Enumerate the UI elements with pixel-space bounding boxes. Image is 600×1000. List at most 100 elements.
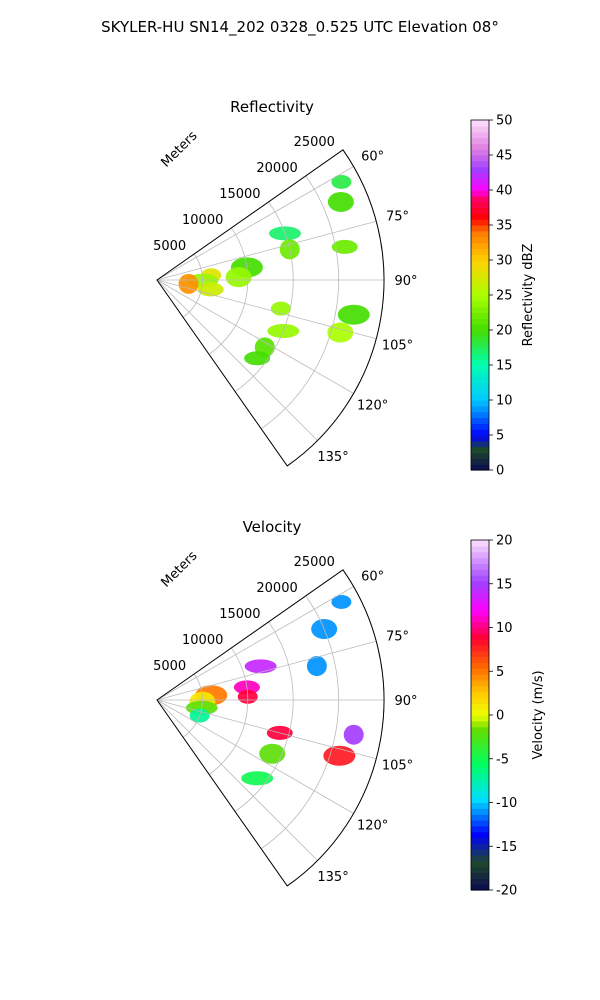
echo-cell <box>331 239 358 254</box>
colorbar-segment <box>471 750 489 757</box>
colorbar-segment <box>471 417 489 424</box>
reflectivity-colorbar-label: Reflectivity dBZ <box>521 244 536 347</box>
colorbar-segment <box>471 551 489 559</box>
range-tick-label: 15000 <box>219 187 260 202</box>
colorbar-segment <box>471 131 489 139</box>
range-tick-label: 10000 <box>182 633 223 648</box>
azimuth-spoke <box>156 586 354 701</box>
colorbar-segment <box>471 790 489 798</box>
colorbar-tick-label: 15 <box>496 577 513 592</box>
echo-cell <box>241 771 274 786</box>
colorbar-segment <box>471 143 489 150</box>
colorbar-tick-label: 20 <box>496 324 513 339</box>
colorbar-segment <box>471 860 489 868</box>
colorbar-segment <box>471 405 489 413</box>
colorbar-segment <box>471 236 489 244</box>
colorbar-segment <box>471 242 489 249</box>
colorbar-segment <box>471 779 489 786</box>
colorbar-segment <box>471 604 489 611</box>
colorbar-tick-label: 10 <box>496 621 513 636</box>
colorbar-segment <box>471 260 489 267</box>
reflectivity-title: Reflectivity <box>230 98 314 116</box>
range-ring <box>260 175 339 430</box>
colorbar-segment <box>471 248 489 255</box>
colorbar-segment <box>471 814 489 821</box>
colorbar-segment <box>471 645 489 652</box>
colorbar-segment <box>471 166 489 174</box>
colorbar-segment <box>471 662 489 669</box>
colorbar-segment <box>471 172 489 179</box>
colorbar-segment <box>471 149 489 156</box>
echo-cell <box>331 174 352 189</box>
azimuth-tick-label: 135° <box>317 450 348 465</box>
reflectivity-panel: Reflectivity 5000 10000 15000 20000 25000 60… <box>153 98 536 479</box>
velocity-colorbar-label: Velocity (m/s) <box>531 670 546 759</box>
colorbar-segment <box>471 773 489 780</box>
colorbar-tick-label: -15 <box>496 840 517 855</box>
colorbar-tick-label: 40 <box>496 184 513 199</box>
colorbar-segment <box>471 884 489 891</box>
colorbar-segment <box>471 580 489 588</box>
echo-cell <box>225 267 252 288</box>
velocity-echoes <box>185 594 364 786</box>
azimuth-tick-label: 120° <box>357 819 388 834</box>
colorbar-tick-label: 15 <box>496 359 513 374</box>
velocity-range-label: Meters <box>159 548 201 590</box>
colorbar-segment <box>471 341 489 349</box>
colorbar-segment <box>471 855 489 862</box>
colorbar-segment <box>471 802 489 809</box>
colorbar-segment <box>471 825 489 833</box>
colorbar-segment <box>471 423 489 430</box>
colorbar-segment <box>471 464 489 471</box>
echo-cell <box>306 656 327 677</box>
colorbar-segment <box>471 685 489 693</box>
colorbar-segment <box>471 610 489 617</box>
azimuth-tick-label: 105° <box>382 338 413 353</box>
colorbar-segment <box>471 820 489 827</box>
azimuth-spoke <box>156 279 318 441</box>
reflectivity-azimuth-ticks: 60° 75° 90° 105° 120° 135° <box>317 150 417 466</box>
colorbar-segment <box>471 207 489 214</box>
colorbar-segment <box>471 125 489 133</box>
azimuth-tick-label: 90° <box>394 694 417 709</box>
colorbar-segment <box>471 458 489 465</box>
colorbar-segment <box>471 761 489 769</box>
colorbar-segment <box>471 120 489 127</box>
colorbar-tick-label: 35 <box>496 219 513 234</box>
colorbar-segment <box>471 400 489 407</box>
colorbar-tick-label: 20 <box>496 534 513 549</box>
colorbar-segment <box>471 382 489 389</box>
velocity-range-ticks: 5000 10000 15000 20000 25000 <box>153 555 335 674</box>
range-tick-label: 15000 <box>219 607 260 622</box>
colorbar-segment <box>471 726 489 734</box>
colorbar-segment <box>471 359 489 366</box>
colorbar-segment <box>471 656 489 664</box>
azimuth-spoke <box>156 279 354 394</box>
range-ring <box>208 647 249 775</box>
colorbar-segment <box>471 592 489 599</box>
colorbar-segment <box>471 849 489 856</box>
colorbar-segment <box>471 388 489 395</box>
colorbar-segment <box>471 347 489 354</box>
colorbar-segment <box>471 440 489 448</box>
colorbar-segment <box>471 738 489 745</box>
colorbar-tick-label: 0 <box>496 464 504 479</box>
azimuth-tick-label: 120° <box>357 399 388 414</box>
range-tick-label: 20000 <box>256 161 297 176</box>
colorbar-segment <box>471 796 489 804</box>
azimuth-spoke <box>156 699 377 760</box>
colorbar-segment <box>471 808 489 815</box>
colorbar-segment <box>471 598 489 605</box>
azimuth-spoke <box>156 640 377 701</box>
echo-cell <box>178 273 199 294</box>
colorbar-tick-label: 30 <box>496 254 513 269</box>
colorbar-segment <box>471 837 489 844</box>
velocity-colorbar: -20 -15 -10 -5 0 5 10 15 20 <box>470 534 517 899</box>
colorbar-segment <box>471 569 489 576</box>
echo-cell <box>327 191 354 212</box>
azimuth-tick-label: 105° <box>382 758 413 773</box>
colorbar-tick-label: -10 <box>496 796 517 811</box>
colorbar-segment <box>471 668 489 675</box>
range-tick-label: 10000 <box>182 213 223 228</box>
